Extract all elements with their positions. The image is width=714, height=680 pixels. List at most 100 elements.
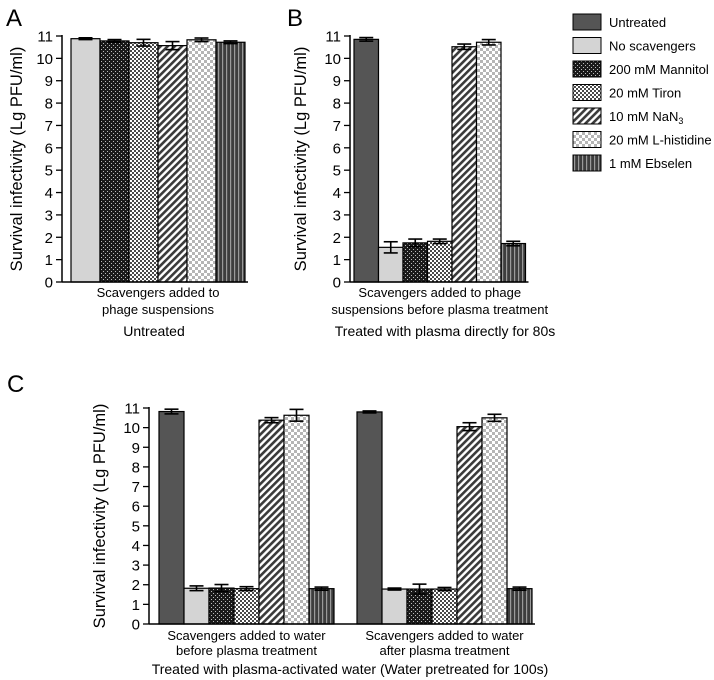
- y-tick-label: 11: [37, 29, 53, 46]
- y-tick-label: 7: [45, 118, 53, 135]
- y-tick-label: 1: [333, 252, 341, 269]
- group-label: before plasma treatment: [176, 643, 317, 658]
- error-bar: [107, 38, 122, 44]
- bar-tiron: [128, 42, 159, 283]
- y-tick-label: 4: [132, 538, 140, 555]
- y-tick-label: 10: [123, 420, 140, 437]
- bar-ebselen: [500, 242, 527, 283]
- error-bar: [462, 421, 477, 432]
- y-tick-label: 2: [45, 230, 53, 247]
- bar-histidine: [481, 417, 508, 625]
- bar-mannitol: [99, 40, 130, 283]
- legend-swatch-mannitol: [572, 60, 602, 78]
- y-tick-label: 2: [333, 230, 341, 247]
- legend-label-none: No scavengers: [609, 39, 696, 54]
- bar-untreated: [353, 38, 380, 283]
- group-label: Scavengers added to: [97, 285, 220, 300]
- group-label: Scavengers added to water: [365, 628, 524, 643]
- error-bar: [164, 408, 179, 415]
- legend: Untreated No scavengers 200 mM Mannitol 20 …: [572, 13, 712, 172]
- y-tick-label: 10: [36, 51, 53, 68]
- bar-nan3: [451, 46, 478, 283]
- error-bar: [239, 585, 254, 592]
- bar-ebselen: [506, 588, 533, 625]
- legend-label-mannitol: 200 mM Mannitol: [609, 62, 709, 77]
- legend-label-untreated: Untreated: [609, 15, 666, 30]
- group-label: suspensions before plasma treatment: [331, 302, 548, 317]
- error-bar: [289, 408, 304, 422]
- legend-swatch-tiron: [572, 84, 602, 101]
- legend-swatch-none: [572, 37, 602, 54]
- y-tick-label: 8: [333, 96, 341, 113]
- y-tick-label: 11: [325, 29, 341, 46]
- error-bar: [383, 240, 398, 254]
- y-tick-label: 2: [132, 577, 140, 594]
- y-axis-label: Survival infectivity (Lg PFU/ml): [292, 47, 310, 272]
- error-bar: [136, 38, 151, 47]
- y-tick-label: 9: [333, 73, 341, 90]
- y-tick-label: 3: [45, 207, 53, 224]
- panel-c: C 0 1 2 3 4 5 6 7 8 9 10 11 Survival infectivity (Lg …: [7, 371, 548, 677]
- error-bar: [512, 586, 527, 592]
- y-tick-label: 1: [132, 597, 140, 614]
- y-tick-label: 9: [45, 73, 53, 90]
- error-bar: [189, 585, 204, 592]
- error-bar: [194, 37, 209, 43]
- error-bar: [165, 40, 180, 51]
- legend-label-nan3: 10 mM NaN3: [609, 109, 683, 126]
- error-bar: [78, 36, 93, 41]
- bar-tiron: [431, 588, 458, 625]
- bar-tiron: [426, 240, 453, 283]
- bar-nan3: [456, 426, 483, 625]
- y-tick-label: 6: [45, 140, 53, 157]
- y-tick-label: 7: [333, 118, 341, 135]
- y-tick-label: 5: [45, 163, 53, 180]
- error-bar: [314, 586, 329, 592]
- error-bar: [506, 240, 521, 247]
- bar-none: [183, 587, 210, 625]
- y-tick-label: 4: [45, 185, 53, 202]
- group-label: Scavengers added to phage: [358, 285, 521, 300]
- y-tick-label: 6: [333, 140, 341, 157]
- y-tick-label: 0: [333, 275, 341, 292]
- y-tick-label: 3: [132, 558, 140, 575]
- panel-caption: Untreated: [123, 323, 184, 339]
- bar-nan3: [157, 45, 188, 283]
- bar-tiron: [233, 588, 260, 625]
- panel-caption: Treated with plasma directly for 80s: [335, 323, 555, 339]
- panel-b: B 0 1 2 3 4 5 6 7 8 9 10 11 Survival infectivity (Lg …: [287, 5, 555, 339]
- bar-ebselen: [308, 588, 335, 625]
- panel-caption: Treated with plasma-activated water (Wat…: [152, 661, 549, 677]
- y-tick-label: 0: [45, 275, 53, 292]
- panel-letter: A: [6, 5, 22, 32]
- y-tick-label: 0: [132, 617, 140, 634]
- y-tick-label: 4: [333, 185, 341, 202]
- legend-swatch-histidine: [572, 131, 602, 148]
- legend-label-histidine: 20 mM L-histidine: [609, 133, 712, 148]
- error-bar: [362, 410, 377, 414]
- error-bar: [387, 587, 402, 591]
- y-axis-label: Survival infectivity (Lg PFU/ml): [91, 404, 109, 629]
- y-tick-label: 5: [132, 518, 140, 535]
- y-tick-label: 5: [333, 163, 341, 180]
- error-bar: [264, 416, 279, 424]
- y-tick-label: 3: [333, 207, 341, 224]
- group-label: Scavengers added to water: [167, 628, 326, 643]
- y-tick-label: 6: [132, 499, 140, 516]
- panel-letter: C: [7, 371, 24, 398]
- y-tick-label: 8: [132, 459, 140, 476]
- y-tick-label: 1: [45, 252, 53, 269]
- legend-swatch-ebselen: [572, 154, 602, 172]
- error-bar: [437, 586, 452, 592]
- panel-letter: B: [287, 5, 303, 32]
- bar-nan3: [258, 419, 285, 625]
- error-bar: [412, 583, 427, 595]
- y-tick-label: 7: [132, 479, 140, 496]
- bar-ebselen: [215, 41, 246, 283]
- bar-mannitol: [402, 242, 429, 283]
- bar-mannitol: [208, 587, 235, 625]
- y-tick-label: 11: [124, 401, 140, 418]
- bar-untreated: [158, 410, 185, 625]
- legend-label-ebselen: 1 mM Ebselen: [609, 156, 692, 171]
